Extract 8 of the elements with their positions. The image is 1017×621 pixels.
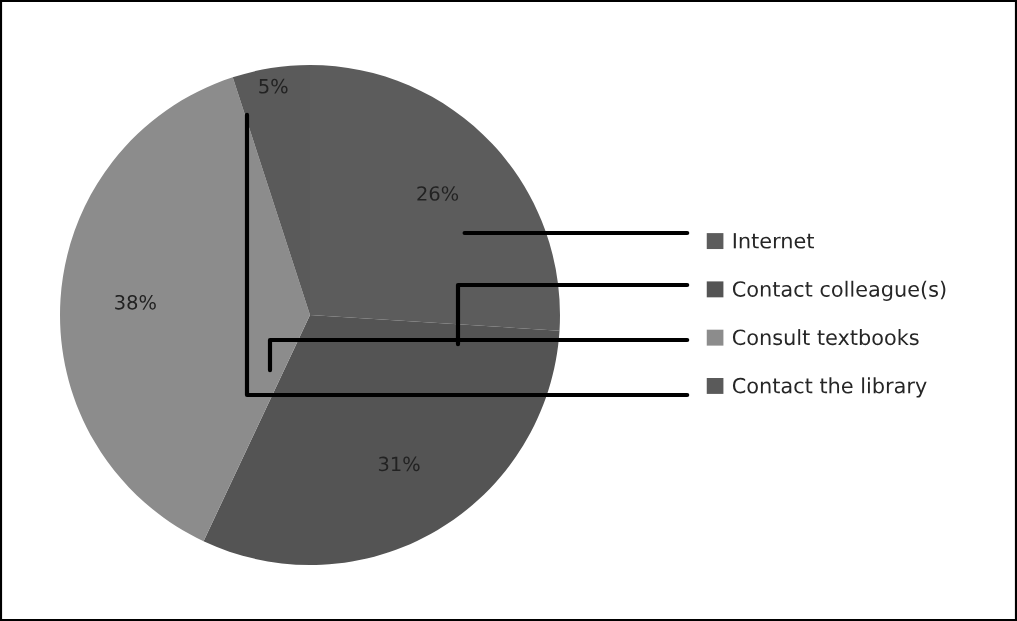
legend-label: Contact colleague(s) bbox=[732, 280, 946, 301]
legend-label: Contact the library bbox=[732, 377, 927, 398]
legend-label: Consult textbooks bbox=[732, 329, 919, 346]
legend-label: Internet bbox=[733, 233, 814, 249]
data-label: 5% bbox=[259, 78, 288, 94]
data-label: 26% bbox=[417, 186, 459, 201]
data-label: 38% bbox=[115, 294, 156, 310]
pie-slice bbox=[60, 77, 310, 542]
